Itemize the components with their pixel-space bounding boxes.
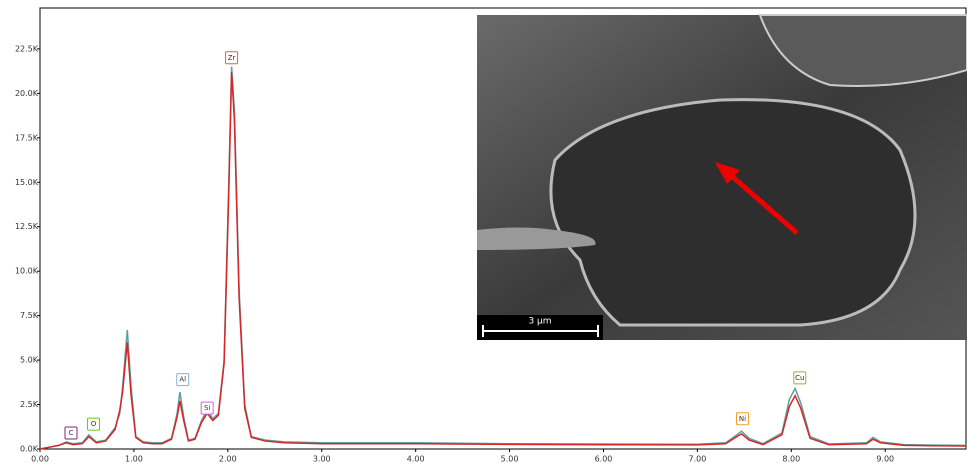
annotation: Al xyxy=(179,376,186,384)
sem-feature xyxy=(758,14,967,87)
sem-feature xyxy=(477,227,596,250)
arrow-head xyxy=(715,162,740,184)
annotation-box xyxy=(735,412,749,426)
y-tick-label: 5.0K xyxy=(20,356,39,365)
scale-label: 3 µm xyxy=(528,317,551,327)
annotation-box xyxy=(200,401,214,415)
y-tick-label: 0.0K xyxy=(20,445,39,454)
y-tick-label: 20.0K xyxy=(15,89,39,98)
x-tick-label: 7.00 xyxy=(688,455,706,464)
scale-bar-box xyxy=(477,315,603,340)
x-tick-label: 9.00 xyxy=(876,455,894,464)
annotation: Ni xyxy=(739,415,746,423)
annotation: Si xyxy=(204,404,210,412)
sem-inset: 3 µm xyxy=(477,14,967,340)
x-tick-label: 3.00 xyxy=(313,455,331,464)
annotation: C xyxy=(69,429,74,437)
x-tick-label: 8.00 xyxy=(782,455,800,464)
x-tick-label: 6.00 xyxy=(595,455,613,464)
x-tick-label: 4.00 xyxy=(407,455,425,464)
x-tick-label: 5.00 xyxy=(501,455,519,464)
annotation-box xyxy=(176,373,190,387)
x-tick-label: 1.00 xyxy=(125,455,143,464)
x-tick-label: 0.00 xyxy=(31,455,49,464)
y-tick-label: 7.5K xyxy=(20,311,39,320)
spectrum-line xyxy=(39,71,967,450)
annotation-box xyxy=(64,426,78,440)
annotation: Zr xyxy=(228,54,236,62)
y-tick-label: 17.5K xyxy=(15,133,39,142)
annotation-box xyxy=(87,417,101,431)
annotation: Cu xyxy=(795,374,804,382)
annotation-box xyxy=(793,371,807,385)
x-tick-label: 2.00 xyxy=(219,455,237,464)
y-tick-label: 2.5K xyxy=(20,400,39,409)
y-tick-label: 12.5K xyxy=(15,222,39,231)
y-tick-label: 22.5K xyxy=(15,44,39,53)
y-tick-label: 10.0K xyxy=(15,267,39,276)
y-tick-label: 15.0K xyxy=(15,178,39,187)
annotation-box xyxy=(225,51,239,65)
sem-particle xyxy=(549,98,917,327)
annotation: O xyxy=(91,420,97,428)
arrow xyxy=(725,170,799,235)
